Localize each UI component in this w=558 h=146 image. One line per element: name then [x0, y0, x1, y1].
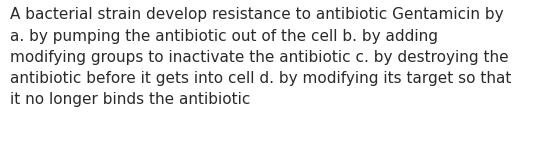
- Text: A bacterial strain develop resistance to antibiotic Gentamicin by
a. by pumping : A bacterial strain develop resistance to…: [10, 7, 512, 107]
